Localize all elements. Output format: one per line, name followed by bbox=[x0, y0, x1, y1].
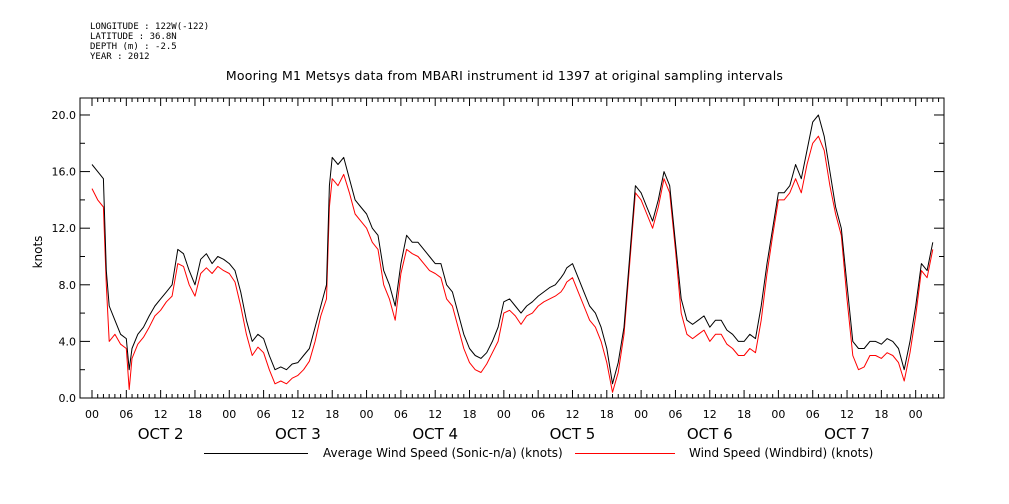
x-tick-label: 06 bbox=[531, 408, 545, 421]
series-line-average-wind-speed bbox=[91, 114, 934, 385]
x-tick-label: 06 bbox=[257, 408, 271, 421]
x-tick-label: 00 bbox=[222, 408, 236, 421]
x-day-label: OCT 7 bbox=[824, 425, 870, 443]
legend-swatch-red bbox=[575, 453, 675, 454]
x-tick-label: 12 bbox=[154, 408, 168, 421]
x-tick-label: 18 bbox=[737, 408, 751, 421]
x-tick-label: 18 bbox=[463, 408, 477, 421]
x-tick-label: 18 bbox=[874, 408, 888, 421]
metadata-block: LONGITUDE : 122W(-122) LATITUDE : 36.8N … bbox=[90, 22, 209, 62]
legend-label-red: Wind Speed (Windbird) (knots) bbox=[689, 446, 874, 460]
meta-depth: DEPTH (m) : -2.5 bbox=[90, 42, 177, 52]
x-tick-label: 12 bbox=[840, 408, 854, 421]
x-tick-label: 12 bbox=[703, 408, 717, 421]
y-tick-label: 8.0 bbox=[59, 279, 77, 292]
x-tick-label: 12 bbox=[428, 408, 442, 421]
x-tick-label: 18 bbox=[188, 408, 202, 421]
plot-axes bbox=[79, 97, 945, 399]
y-tick-label: 12.0 bbox=[52, 222, 77, 235]
x-tick-label: 12 bbox=[565, 408, 579, 421]
y-tick-label: 20.0 bbox=[52, 109, 77, 122]
plot-frame bbox=[79, 97, 945, 399]
x-tick-label: 06 bbox=[806, 408, 820, 421]
meta-longitude: LONGITUDE : 122W(-122) bbox=[90, 22, 210, 32]
x-day-label: OCT 4 bbox=[412, 425, 458, 443]
legend-swatch-black bbox=[204, 453, 308, 454]
x-tick-label: 06 bbox=[119, 408, 133, 421]
x-day-label: OCT 6 bbox=[687, 425, 733, 443]
y-tick-label: 4.0 bbox=[59, 335, 77, 348]
x-tick-label: 00 bbox=[497, 408, 511, 421]
y-tick-label: 0.0 bbox=[59, 392, 77, 405]
x-day-label: OCT 3 bbox=[275, 425, 321, 443]
y-tick-label: 16.0 bbox=[52, 166, 77, 179]
line-chart: 00 06 12 18 00 06 12 18 00 06 12 18 00 06 12 18 00 06 12 18… bbox=[31, 97, 945, 443]
axis-labels: 00 06 12 18 00 06 12 18 00 06 12 18 00 06 12 18 00 06 12 18… bbox=[52, 109, 923, 443]
x-tick-label: 18 bbox=[325, 408, 339, 421]
series-layer bbox=[91, 114, 934, 393]
x-tick-label: 06 bbox=[394, 408, 408, 421]
x-tick-label: 00 bbox=[771, 408, 785, 421]
series-line-windbird-wind-speed bbox=[91, 135, 934, 393]
meta-latitude: LATITUDE : 36.8N bbox=[90, 32, 177, 42]
x-tick-label: 00 bbox=[360, 408, 374, 421]
x-day-label: OCT 5 bbox=[550, 425, 596, 443]
chart-title: Mooring M1 Metsys data from MBARI instru… bbox=[225, 68, 784, 83]
y-axis-title: knots bbox=[31, 236, 45, 269]
meta-year: YEAR : 2012 bbox=[90, 52, 150, 62]
legend-label-black: Average Wind Speed (Sonic-n/a) (knots) bbox=[323, 446, 563, 460]
x-tick-label: 00 bbox=[634, 408, 648, 421]
x-tick-label: 12 bbox=[291, 408, 305, 421]
x-tick-label: 06 bbox=[668, 408, 682, 421]
legend: Average Wind Speed (Sonic-n/a) (knots) W… bbox=[0, 446, 1009, 462]
x-day-label: OCT 2 bbox=[138, 425, 184, 443]
x-tick-label: 00 bbox=[85, 408, 99, 421]
x-tick-label: 00 bbox=[909, 408, 923, 421]
x-tick-label: 18 bbox=[600, 408, 614, 421]
